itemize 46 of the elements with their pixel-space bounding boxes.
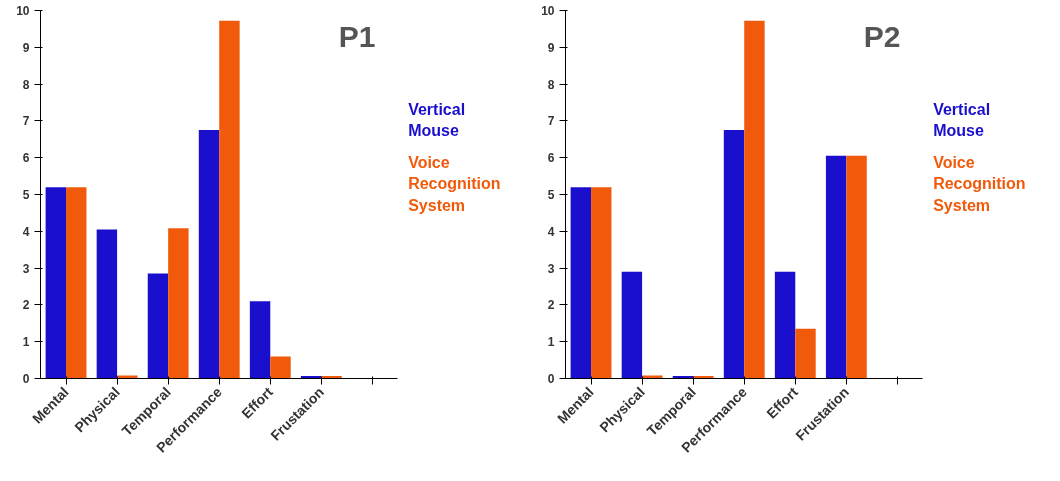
bar	[45, 187, 67, 379]
bar	[270, 356, 291, 379]
y-tick-label: 5	[547, 188, 555, 202]
bar	[723, 130, 745, 379]
y-tick-label: 6	[547, 151, 555, 166]
y-tick-label: 5	[22, 188, 30, 202]
y-tick-label: 4	[22, 224, 30, 239]
y-tick-label: 1	[547, 335, 555, 350]
bar	[846, 155, 867, 379]
y-tick-label: 9	[547, 40, 555, 55]
bar	[774, 271, 796, 379]
text: Voice Recognition System	[933, 154, 1026, 214]
bar	[744, 20, 765, 379]
y-tick-label: 9	[22, 40, 30, 55]
bar	[621, 271, 643, 379]
bar	[198, 130, 220, 379]
y-tick-label: 0	[22, 372, 30, 386]
bar	[219, 20, 240, 379]
y-tick-label: 3	[547, 261, 555, 276]
bar	[66, 187, 87, 379]
y-tick-label: 0	[547, 372, 555, 386]
chart-title: P1	[338, 19, 376, 53]
bar	[96, 229, 118, 379]
y-tick-label: 2	[547, 298, 555, 313]
y-tick-label: 7	[22, 114, 30, 129]
bar	[825, 155, 847, 379]
y-tick-label: 1	[22, 335, 30, 350]
y-tick-label: 6	[22, 151, 30, 166]
y-tick-label: 2	[22, 298, 30, 313]
y-tick-label: 4	[547, 224, 555, 239]
y-tick-label: 8	[547, 77, 555, 92]
y-tick-label: 10	[16, 4, 30, 18]
text: Voice Recognition System	[408, 154, 501, 214]
bar	[795, 328, 816, 379]
bar	[591, 187, 612, 379]
bar	[168, 228, 189, 379]
bar	[249, 301, 271, 379]
text: Vertical Mouse	[408, 100, 466, 139]
y-tick-label: 3	[22, 261, 30, 276]
y-tick-label: 7	[547, 114, 555, 129]
y-tick-label: 10	[541, 4, 555, 18]
bar	[147, 273, 169, 379]
y-tick-label: 8	[22, 77, 30, 92]
chart-title: P2	[863, 19, 901, 53]
text: Vertical Mouse	[933, 100, 991, 139]
bar	[570, 187, 592, 379]
